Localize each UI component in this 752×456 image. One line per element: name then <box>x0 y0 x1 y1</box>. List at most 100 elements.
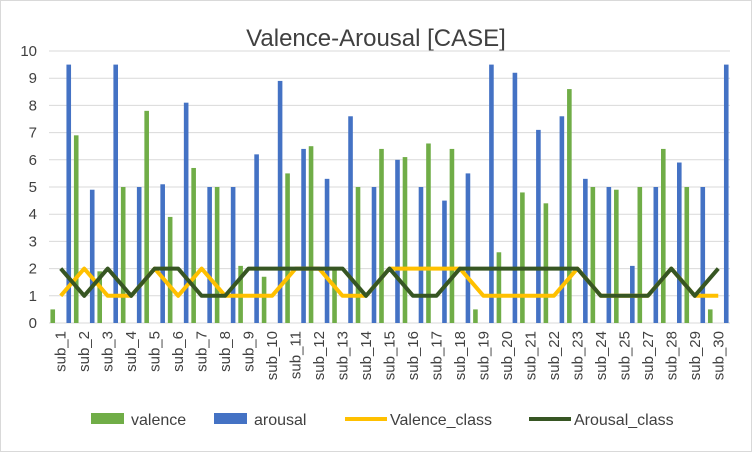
legend-label-Arousal_class: Arousal_class <box>574 412 674 429</box>
legend-label-Valence_class: Valence_class <box>390 412 492 429</box>
legend-label-arousal: arousal <box>254 412 306 429</box>
valence-bar-sub_27 <box>637 187 643 323</box>
x-tick-label: sub_1 <box>53 331 70 372</box>
valence-bar-sub_5 <box>144 110 149 323</box>
valence-bar-sub_23 <box>567 89 572 323</box>
legend-swatch-valence <box>91 413 124 424</box>
valence-bar-sub_13 <box>332 268 337 323</box>
x-tick-label: sub_2 <box>76 331 93 372</box>
y-tick-label: 2 <box>29 261 37 278</box>
arousal-bar-sub_7 <box>207 187 212 323</box>
x-tick-label: sub_4 <box>123 331 140 372</box>
valence-bar-sub_24 <box>590 187 596 323</box>
x-tick-label: sub_24 <box>593 331 610 380</box>
y-tick-label: 1 <box>29 288 37 305</box>
x-tick-label: sub_13 <box>335 331 352 380</box>
valence-bar-sub_1 <box>50 309 56 323</box>
arousal-bar-sub_27 <box>653 187 659 323</box>
arousal-bar-sub_18 <box>465 173 471 323</box>
arousal-bar-sub_29 <box>700 187 706 323</box>
bars <box>50 64 729 324</box>
x-tick-label: sub_23 <box>569 331 586 380</box>
arousal-bar-sub_19 <box>489 64 494 323</box>
arousal-bar-sub_5 <box>160 184 165 323</box>
x-tick-label: sub_27 <box>640 331 657 380</box>
x-tick-label: sub_22 <box>546 331 563 380</box>
valence-bar-sub_7 <box>191 167 196 323</box>
valence-bar-sub_10 <box>261 276 267 323</box>
arousal-bar-sub_20 <box>512 72 518 323</box>
arousal-bar-sub_4 <box>136 187 142 323</box>
arousal-bar-sub_15 <box>395 159 400 323</box>
chart-title: Valence-Arousal [CASE] <box>246 25 506 52</box>
valence-bar-sub_17 <box>426 143 431 323</box>
arousal-bar-sub_3 <box>113 64 119 323</box>
arousal-bar-sub_13 <box>348 116 353 323</box>
arousal-bar-sub_1 <box>66 64 72 323</box>
arousal-bar-sub_2 <box>89 189 95 323</box>
valence-bar-sub_2 <box>73 135 79 323</box>
x-tick-label: sub_25 <box>616 331 633 380</box>
arousal-bar-sub_8 <box>230 187 236 323</box>
Arousal_class-line <box>59 266 720 298</box>
x-tick-label: sub_11 <box>288 331 305 379</box>
valence-bar-sub_29 <box>684 187 690 323</box>
x-tick-label: sub_21 <box>522 331 539 380</box>
arousal-bar-sub_11 <box>301 148 306 323</box>
x-tick-label: sub_15 <box>382 331 399 380</box>
valence-bar-sub_28 <box>660 148 666 323</box>
valence-bar-sub_4 <box>120 187 126 323</box>
y-tick-label: 9 <box>29 70 37 87</box>
arousal-bar-sub_17 <box>442 200 447 323</box>
arousal-bar-sub_28 <box>676 162 682 323</box>
x-tick-label: sub_3 <box>100 331 117 372</box>
arousal-bar-sub_30 <box>723 64 729 323</box>
arousal-bar-sub_23 <box>583 178 588 323</box>
lines <box>59 266 720 298</box>
y-tick-label: 7 <box>29 125 37 142</box>
valence-bar-sub_22 <box>543 203 549 323</box>
valence-bar-sub_14 <box>355 187 361 323</box>
x-tick-label: sub_9 <box>241 331 258 372</box>
Valence_class-line <box>59 266 719 298</box>
valence-bar-sub_16 <box>402 157 408 323</box>
legend: valence arousal Valence_class Arousal_class <box>91 412 674 429</box>
y-tick-label: 8 <box>29 97 37 114</box>
x-tick-label: sub_14 <box>358 331 375 380</box>
valence-bar-sub_25 <box>614 189 619 323</box>
x-axis-ticks: sub_1 sub_2 sub_3 sub_4 sub_5 sub_6 sub_7 sub_8… <box>53 331 728 380</box>
legend-label-valence: valence <box>131 412 186 429</box>
legend-swatch-arousal <box>214 413 247 424</box>
valence-bar-sub_20 <box>496 252 502 323</box>
x-tick-label: sub_16 <box>405 331 422 380</box>
arousal-bar-sub_22 <box>559 116 565 323</box>
x-tick-label: sub_18 <box>452 331 469 380</box>
arousal-bar-sub_24 <box>606 187 612 323</box>
arousal-bar-sub_21 <box>536 129 541 323</box>
x-tick-label: sub_8 <box>217 331 234 372</box>
x-tick-label: sub_19 <box>475 331 492 380</box>
valence-bar-sub_21 <box>520 192 525 323</box>
valence-bar-sub_18 <box>449 148 455 323</box>
x-tick-label: sub_30 <box>710 331 727 380</box>
y-axis-ticks: 0 1 2 3 4 5 6 7 8 9 10 <box>20 43 37 332</box>
arousal-bar-sub_6 <box>183 102 189 324</box>
valence-bar-sub_19 <box>473 309 478 323</box>
y-tick-label: 0 <box>29 315 37 332</box>
gridlines <box>49 50 730 324</box>
valence-bar-sub_12 <box>308 146 314 323</box>
valence-bar-sub_11 <box>285 173 290 323</box>
y-tick-label: 6 <box>29 152 37 169</box>
y-tick-label: 10 <box>20 43 37 60</box>
valence-bar-sub_3 <box>97 271 103 323</box>
valence-bar-sub_15 <box>379 148 384 323</box>
arousal-bar-sub_16 <box>418 187 424 323</box>
x-tick-label: sub_7 <box>194 331 211 372</box>
x-tick-label: sub_17 <box>428 331 445 380</box>
x-tick-label: sub_29 <box>687 331 704 380</box>
arousal-bar-sub_14 <box>371 187 377 323</box>
x-tick-label: sub_5 <box>147 331 164 372</box>
valence-bar-sub_8 <box>214 187 220 323</box>
